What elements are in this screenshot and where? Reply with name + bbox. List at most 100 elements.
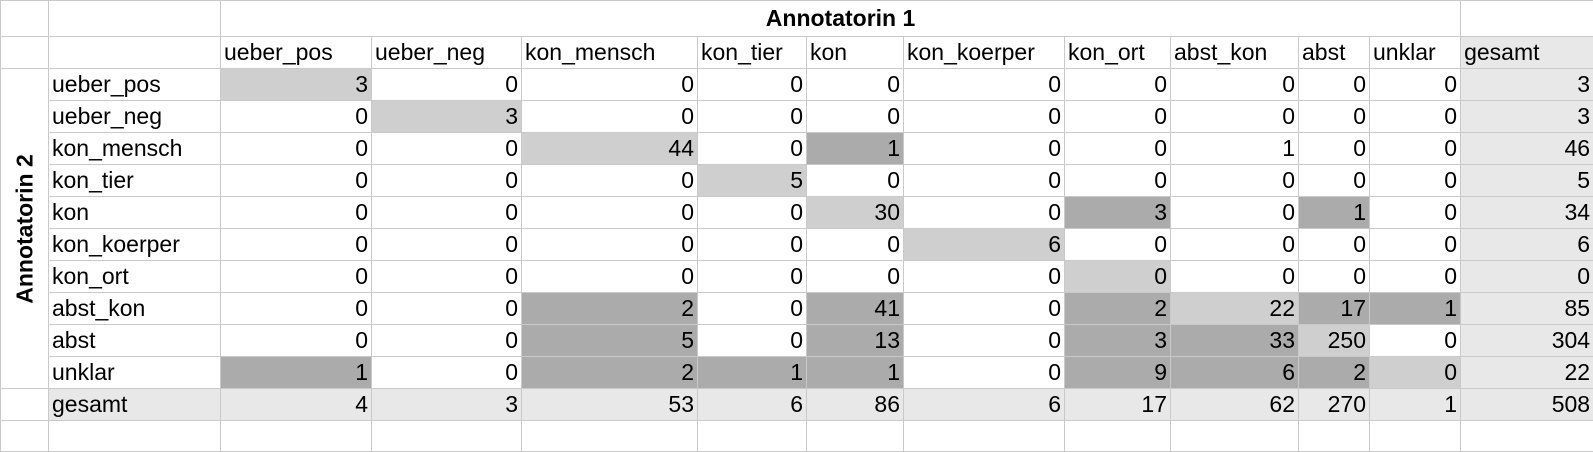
count-cell[interactable]: 250: [1299, 325, 1370, 357]
column-header[interactable]: ueber_neg: [372, 37, 522, 69]
empty-cell[interactable]: [522, 421, 698, 452]
corner-cell[interactable]: [49, 1, 221, 37]
count-cell[interactable]: 3: [1065, 325, 1171, 357]
column-header[interactable]: kon: [807, 37, 904, 69]
count-cell[interactable]: 0: [1065, 229, 1171, 261]
column-header[interactable]: kon_tier: [698, 37, 807, 69]
row-header[interactable]: kon_tier: [49, 165, 221, 197]
count-cell[interactable]: 2: [1065, 293, 1171, 325]
count-cell[interactable]: 1: [1299, 197, 1370, 229]
column-header[interactable]: kon_koerper: [904, 37, 1065, 69]
count-cell[interactable]: 0: [1171, 69, 1299, 101]
count-cell[interactable]: 1: [1370, 293, 1461, 325]
count-cell[interactable]: 5: [1461, 165, 1593, 197]
column-header[interactable]: abst_kon: [1171, 37, 1299, 69]
row-header[interactable]: kon_koerper: [49, 229, 221, 261]
count-cell[interactable]: 0: [1299, 261, 1370, 293]
count-cell[interactable]: 5: [698, 165, 807, 197]
count-cell[interactable]: 1: [807, 133, 904, 165]
count-cell[interactable]: 6: [1461, 229, 1593, 261]
count-cell[interactable]: 0: [221, 101, 372, 133]
count-cell[interactable]: 0: [372, 261, 522, 293]
count-cell[interactable]: 85: [1461, 293, 1593, 325]
count-cell[interactable]: 5: [522, 325, 698, 357]
count-cell[interactable]: 0: [1299, 133, 1370, 165]
count-cell[interactable]: 0: [221, 133, 372, 165]
count-cell[interactable]: 0: [698, 133, 807, 165]
empty-cell[interactable]: [1370, 421, 1461, 452]
column-header[interactable]: kon_ort: [1065, 37, 1171, 69]
row-header[interactable]: kon_mensch: [49, 133, 221, 165]
count-cell[interactable]: 33: [1171, 325, 1299, 357]
count-cell[interactable]: 508: [1461, 389, 1593, 421]
count-cell[interactable]: 0: [221, 261, 372, 293]
count-cell[interactable]: 0: [1370, 69, 1461, 101]
count-cell[interactable]: 304: [1461, 325, 1593, 357]
column-header[interactable]: kon_mensch: [522, 37, 698, 69]
annotator-1-title[interactable]: Annotatorin 1: [221, 1, 1461, 37]
count-cell[interactable]: 6: [1171, 357, 1299, 389]
empty-cell[interactable]: [1, 421, 49, 452]
count-cell[interactable]: 0: [904, 197, 1065, 229]
count-cell[interactable]: 0: [698, 197, 807, 229]
corner-cell[interactable]: [1, 1, 49, 37]
count-cell[interactable]: 53: [522, 389, 698, 421]
count-cell[interactable]: 22: [1171, 293, 1299, 325]
count-cell[interactable]: 0: [1171, 261, 1299, 293]
count-cell[interactable]: 9: [1065, 357, 1171, 389]
count-cell[interactable]: 3: [221, 69, 372, 101]
count-cell[interactable]: 0: [372, 165, 522, 197]
count-cell[interactable]: 1: [1370, 389, 1461, 421]
empty-cell[interactable]: [1461, 1, 1593, 37]
count-cell[interactable]: 1: [221, 357, 372, 389]
count-cell[interactable]: 3: [372, 101, 522, 133]
count-cell[interactable]: 0: [522, 101, 698, 133]
count-cell[interactable]: 0: [522, 261, 698, 293]
count-cell[interactable]: 0: [221, 229, 372, 261]
empty-cell[interactable]: [1461, 421, 1593, 452]
count-cell[interactable]: 0: [807, 101, 904, 133]
count-cell[interactable]: 0: [372, 293, 522, 325]
count-cell[interactable]: 0: [522, 229, 698, 261]
count-cell[interactable]: 270: [1299, 389, 1370, 421]
empty-cell[interactable]: [904, 421, 1065, 452]
row-header[interactable]: abst_kon: [49, 293, 221, 325]
row-header[interactable]: kon_ort: [49, 261, 221, 293]
count-cell[interactable]: 6: [904, 229, 1065, 261]
empty-cell[interactable]: [698, 421, 807, 452]
count-cell[interactable]: 0: [1299, 165, 1370, 197]
count-cell[interactable]: 0: [522, 197, 698, 229]
empty-cell[interactable]: [1065, 421, 1171, 452]
count-cell[interactable]: 0: [807, 165, 904, 197]
count-cell[interactable]: 0: [1065, 101, 1171, 133]
count-cell[interactable]: 0: [1171, 165, 1299, 197]
count-cell[interactable]: 0: [372, 133, 522, 165]
count-cell[interactable]: 0: [1065, 69, 1171, 101]
count-cell[interactable]: 62: [1171, 389, 1299, 421]
empty-cell[interactable]: [807, 421, 904, 452]
count-cell[interactable]: 0: [372, 197, 522, 229]
count-cell[interactable]: 0: [698, 325, 807, 357]
count-cell[interactable]: 22: [1461, 357, 1593, 389]
count-cell[interactable]: 17: [1299, 293, 1370, 325]
count-cell[interactable]: 0: [807, 261, 904, 293]
count-cell[interactable]: 0: [1065, 261, 1171, 293]
count-cell[interactable]: 0: [1299, 69, 1370, 101]
count-cell[interactable]: 0: [1370, 197, 1461, 229]
count-cell[interactable]: 0: [904, 165, 1065, 197]
count-cell[interactable]: 0: [221, 165, 372, 197]
count-cell[interactable]: 6: [904, 389, 1065, 421]
count-cell[interactable]: 3: [1461, 69, 1593, 101]
count-cell[interactable]: 0: [698, 261, 807, 293]
count-cell[interactable]: 0: [372, 357, 522, 389]
column-header[interactable]: abst: [1299, 37, 1370, 69]
row-header[interactable]: ueber_neg: [49, 101, 221, 133]
row-header[interactable]: abst: [49, 325, 221, 357]
empty-cell[interactable]: [49, 37, 221, 69]
empty-cell[interactable]: [221, 421, 372, 452]
count-cell[interactable]: 0: [372, 69, 522, 101]
empty-cell[interactable]: [1, 37, 49, 69]
count-cell[interactable]: 0: [904, 133, 1065, 165]
count-cell[interactable]: 0: [698, 293, 807, 325]
empty-cell[interactable]: [49, 421, 221, 452]
